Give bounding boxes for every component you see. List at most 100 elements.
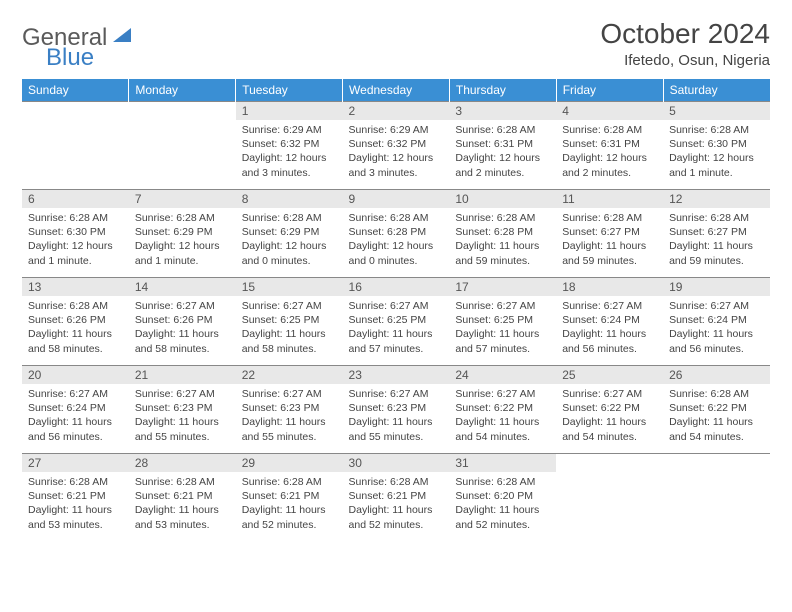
sunset-text: Sunset: 6:26 PM [135,313,230,327]
day-number: 10 [449,190,556,208]
sunrise-text: Sunrise: 6:28 AM [349,475,444,489]
calendar-week-row: 27Sunrise: 6:28 AMSunset: 6:21 PMDayligh… [22,454,770,542]
day-number: 1 [236,102,343,120]
day-body: Sunrise: 6:28 AMSunset: 6:29 PMDaylight:… [129,208,236,272]
sunrise-text: Sunrise: 6:27 AM [135,387,230,401]
day-number: 4 [556,102,663,120]
calendar-cell: 25Sunrise: 6:27 AMSunset: 6:22 PMDayligh… [556,366,663,454]
calendar-cell: 13Sunrise: 6:28 AMSunset: 6:26 PMDayligh… [22,278,129,366]
sunrise-text: Sunrise: 6:29 AM [349,123,444,137]
calendar-cell: 17Sunrise: 6:27 AMSunset: 6:25 PMDayligh… [449,278,556,366]
title-block: October 2024 Ifetedo, Osun, Nigeria [600,18,770,69]
sunset-text: Sunset: 6:23 PM [349,401,444,415]
sunrise-text: Sunrise: 6:28 AM [242,211,337,225]
calendar-week-row: 6Sunrise: 6:28 AMSunset: 6:30 PMDaylight… [22,190,770,278]
sunset-text: Sunset: 6:21 PM [349,489,444,503]
sunrise-text: Sunrise: 6:27 AM [28,387,123,401]
sunrise-text: Sunrise: 6:28 AM [28,211,123,225]
sunset-text: Sunset: 6:24 PM [28,401,123,415]
calendar-cell: 26Sunrise: 6:28 AMSunset: 6:22 PMDayligh… [663,366,770,454]
month-title: October 2024 [600,18,770,50]
calendar-cell: 23Sunrise: 6:27 AMSunset: 6:23 PMDayligh… [343,366,450,454]
sunset-text: Sunset: 6:31 PM [455,137,550,151]
day-number: 9 [343,190,450,208]
calendar-cell: 20Sunrise: 6:27 AMSunset: 6:24 PMDayligh… [22,366,129,454]
calendar-cell: 6Sunrise: 6:28 AMSunset: 6:30 PMDaylight… [22,190,129,278]
daylight-text: Daylight: 11 hours and 56 minutes. [562,327,657,355]
sunrise-text: Sunrise: 6:27 AM [242,299,337,313]
sunset-text: Sunset: 6:23 PM [135,401,230,415]
sunrise-text: Sunrise: 6:28 AM [28,475,123,489]
day-body: Sunrise: 6:28 AMSunset: 6:28 PMDaylight:… [343,208,450,272]
day-number: 28 [129,454,236,472]
day-number: 30 [343,454,450,472]
brand-part2: Blue [46,44,94,72]
sunrise-text: Sunrise: 6:27 AM [562,299,657,313]
day-body: Sunrise: 6:28 AMSunset: 6:31 PMDaylight:… [556,120,663,184]
weekday-header: Friday [556,79,663,102]
sunrise-text: Sunrise: 6:28 AM [455,123,550,137]
daylight-text: Daylight: 11 hours and 55 minutes. [242,415,337,443]
calendar-cell: 28Sunrise: 6:28 AMSunset: 6:21 PMDayligh… [129,454,236,542]
sunrise-text: Sunrise: 6:28 AM [135,211,230,225]
daylight-text: Daylight: 12 hours and 1 minute. [28,239,123,267]
sunrise-text: Sunrise: 6:27 AM [135,299,230,313]
sunrise-text: Sunrise: 6:28 AM [669,123,764,137]
sunrise-text: Sunrise: 6:28 AM [455,211,550,225]
daylight-text: Daylight: 11 hours and 59 minutes. [562,239,657,267]
day-number: 21 [129,366,236,384]
daylight-text: Daylight: 11 hours and 56 minutes. [28,415,123,443]
sunset-text: Sunset: 6:32 PM [242,137,337,151]
sunset-text: Sunset: 6:24 PM [562,313,657,327]
daylight-text: Daylight: 11 hours and 57 minutes. [349,327,444,355]
daylight-text: Daylight: 11 hours and 59 minutes. [669,239,764,267]
sunset-text: Sunset: 6:30 PM [669,137,764,151]
sunset-text: Sunset: 6:25 PM [455,313,550,327]
weekday-header: Saturday [663,79,770,102]
daylight-text: Daylight: 12 hours and 0 minutes. [349,239,444,267]
daylight-text: Daylight: 11 hours and 53 minutes. [28,503,123,531]
sunset-text: Sunset: 6:21 PM [242,489,337,503]
day-body: Sunrise: 6:28 AMSunset: 6:31 PMDaylight:… [449,120,556,184]
sunrise-text: Sunrise: 6:28 AM [242,475,337,489]
day-number: 6 [22,190,129,208]
day-number: 26 [663,366,770,384]
daylight-text: Daylight: 11 hours and 52 minutes. [455,503,550,531]
sunrise-text: Sunrise: 6:28 AM [455,475,550,489]
sunset-text: Sunset: 6:22 PM [562,401,657,415]
day-body: Sunrise: 6:28 AMSunset: 6:22 PMDaylight:… [663,384,770,448]
calendar-cell: 4Sunrise: 6:28 AMSunset: 6:31 PMDaylight… [556,102,663,190]
location-text: Ifetedo, Osun, Nigeria [600,52,770,69]
day-number: 25 [556,366,663,384]
daylight-text: Daylight: 12 hours and 1 minute. [135,239,230,267]
day-body: Sunrise: 6:28 AMSunset: 6:21 PMDaylight:… [343,472,450,536]
day-number: 23 [343,366,450,384]
calendar-cell: 19Sunrise: 6:27 AMSunset: 6:24 PMDayligh… [663,278,770,366]
sunset-text: Sunset: 6:20 PM [455,489,550,503]
sail-icon [111,26,133,44]
day-number: 7 [129,190,236,208]
sunrise-text: Sunrise: 6:27 AM [242,387,337,401]
day-body: Sunrise: 6:28 AMSunset: 6:28 PMDaylight:… [449,208,556,272]
daylight-text: Daylight: 11 hours and 57 minutes. [455,327,550,355]
day-number: 13 [22,278,129,296]
calendar-cell [663,454,770,542]
sunrise-text: Sunrise: 6:27 AM [455,299,550,313]
day-body: Sunrise: 6:27 AMSunset: 6:25 PMDaylight:… [343,296,450,360]
sunrise-text: Sunrise: 6:27 AM [349,299,444,313]
weekday-header: Monday [129,79,236,102]
sunset-text: Sunset: 6:27 PM [669,225,764,239]
day-body: Sunrise: 6:28 AMSunset: 6:21 PMDaylight:… [236,472,343,536]
day-number: 2 [343,102,450,120]
calendar-cell: 30Sunrise: 6:28 AMSunset: 6:21 PMDayligh… [343,454,450,542]
calendar-cell: 11Sunrise: 6:28 AMSunset: 6:27 PMDayligh… [556,190,663,278]
daylight-text: Daylight: 12 hours and 2 minutes. [562,151,657,179]
sunset-text: Sunset: 6:22 PM [669,401,764,415]
daylight-text: Daylight: 12 hours and 1 minute. [669,151,764,179]
daylight-text: Daylight: 11 hours and 59 minutes. [455,239,550,267]
sunrise-text: Sunrise: 6:28 AM [562,123,657,137]
day-body: Sunrise: 6:28 AMSunset: 6:21 PMDaylight:… [129,472,236,536]
sunset-text: Sunset: 6:31 PM [562,137,657,151]
page-header: General October 2024 Ifetedo, Osun, Nige… [22,18,770,69]
sunset-text: Sunset: 6:32 PM [349,137,444,151]
